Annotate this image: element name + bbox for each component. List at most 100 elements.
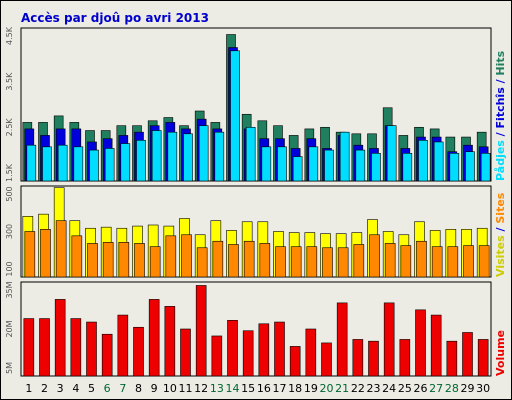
legend-sep: / xyxy=(494,128,507,140)
bar-sites-12 xyxy=(196,247,208,278)
bar-pdjes-4 xyxy=(73,146,84,182)
y-tick-label: 300 xyxy=(5,224,14,239)
day-label-4: 4 xyxy=(72,382,79,395)
bar-volume-1 xyxy=(23,318,35,377)
bar-volume-29 xyxy=(462,332,473,377)
bar-sites-20 xyxy=(322,247,333,278)
legend-sites: Sites xyxy=(494,192,507,223)
day-label-1: 1 xyxy=(25,382,32,395)
bar-volume-9 xyxy=(148,299,160,377)
bar-volume-20 xyxy=(321,342,332,377)
bar-sites-11 xyxy=(181,234,192,278)
day-label-30: 30 xyxy=(476,382,490,395)
day-label-8: 8 xyxy=(135,382,142,395)
legend-files: Fitchîs xyxy=(494,87,507,129)
bar-sites-16 xyxy=(259,243,271,278)
y-tick-label: 100 xyxy=(5,261,14,276)
day-label-12: 12 xyxy=(194,382,208,395)
y-tick-label: 35M xyxy=(5,281,14,298)
bar-volume-7 xyxy=(117,314,129,377)
day-label-15: 15 xyxy=(241,382,255,395)
bar-volume-12 xyxy=(195,285,207,377)
legend-visits: Visites xyxy=(494,235,507,277)
bar-volume-23 xyxy=(368,340,379,377)
bar-pdjes-18 xyxy=(292,156,303,182)
bar-sites-25 xyxy=(400,245,412,278)
bar-sites-30 xyxy=(478,245,490,278)
bar-pdjes-15 xyxy=(245,126,256,182)
bar-sites-26 xyxy=(416,240,427,278)
bar-sites-18 xyxy=(290,246,302,278)
y-tick-label: 1.5K xyxy=(5,163,14,182)
bar-volume-28 xyxy=(446,340,458,377)
bar-sites-27 xyxy=(431,246,443,278)
bar-volume-21 xyxy=(336,302,348,377)
bar-volume-15 xyxy=(242,330,254,377)
day-label-5: 5 xyxy=(88,382,95,395)
bar-sites-2 xyxy=(40,229,51,278)
bar-volume-13 xyxy=(211,335,223,377)
bar-pdjes-5 xyxy=(89,149,99,182)
bar-pdjes-17 xyxy=(277,146,287,182)
bar-pdjes-22 xyxy=(355,149,366,182)
bar-pdjes-16 xyxy=(261,146,272,182)
day-label-6: 6 xyxy=(104,382,111,395)
day-label-26: 26 xyxy=(414,382,428,395)
bar-volume-18 xyxy=(289,346,301,377)
y-tick-label: 20M xyxy=(5,320,14,337)
bar-sites-17 xyxy=(275,246,286,278)
day-label-2: 2 xyxy=(41,382,48,395)
y-tick-label: 2.5K xyxy=(5,118,14,137)
bar-volume-24 xyxy=(383,302,395,377)
day-label-10: 10 xyxy=(163,382,177,395)
legend: Pådjes / Fitchîs / Hits xyxy=(494,50,507,181)
legend-hits: Hits xyxy=(494,50,507,75)
bar-pdjes-23 xyxy=(371,153,381,182)
day-label-18: 18 xyxy=(288,382,302,395)
day-label-16: 16 xyxy=(257,382,271,395)
bar-sites-22 xyxy=(353,244,365,278)
day-label-13: 13 xyxy=(210,382,224,395)
bar-volume-16 xyxy=(258,323,270,377)
bar-sites-1 xyxy=(24,231,36,278)
legend-volume: Volume xyxy=(494,330,507,376)
bar-pdjes-29 xyxy=(465,151,475,182)
bar-volume-27 xyxy=(430,314,442,377)
bar-volume-5 xyxy=(86,321,97,377)
bar-volume-30 xyxy=(477,339,489,377)
bar-pdjes-10 xyxy=(167,131,178,182)
day-label-19: 19 xyxy=(304,382,318,395)
day-label-28: 28 xyxy=(445,382,459,395)
bar-pdjes-7 xyxy=(120,143,131,182)
bar-pdjes-6 xyxy=(104,148,115,182)
bar-pdjes-25 xyxy=(402,153,413,182)
bar-pdjes-13 xyxy=(214,131,225,182)
y-tick-label: 4.5K xyxy=(5,26,14,45)
bar-sites-8 xyxy=(134,243,145,278)
bar-sites-19 xyxy=(306,246,318,278)
bar-volume-2 xyxy=(39,318,50,377)
bar-sites-15 xyxy=(243,240,255,278)
bar-sites-28 xyxy=(447,246,459,278)
bar-sites-4 xyxy=(71,235,83,278)
bar-sites-14 xyxy=(228,244,239,278)
bar-volume-10 xyxy=(164,306,176,377)
bar-pdjes-28 xyxy=(449,153,460,182)
bar-volume-14 xyxy=(227,319,238,377)
legend: Visites / Sites xyxy=(494,192,507,277)
bar-sites-3 xyxy=(55,220,67,278)
bar-volume-26 xyxy=(415,309,426,377)
bar-volume-22 xyxy=(352,339,364,377)
bar-sites-23 xyxy=(369,234,380,278)
day-label-22: 22 xyxy=(351,382,365,395)
day-label-23: 23 xyxy=(367,382,381,395)
bar-sites-7 xyxy=(118,242,130,278)
bar-pdjes-27 xyxy=(433,141,444,182)
bar-sites-24 xyxy=(384,243,396,278)
bar-sites-21 xyxy=(337,247,349,278)
y-tick-label: 500 xyxy=(5,186,14,201)
bar-pdjes-30 xyxy=(480,153,491,182)
bar-pdjes-3 xyxy=(57,144,68,182)
bar-volume-4 xyxy=(70,318,82,377)
